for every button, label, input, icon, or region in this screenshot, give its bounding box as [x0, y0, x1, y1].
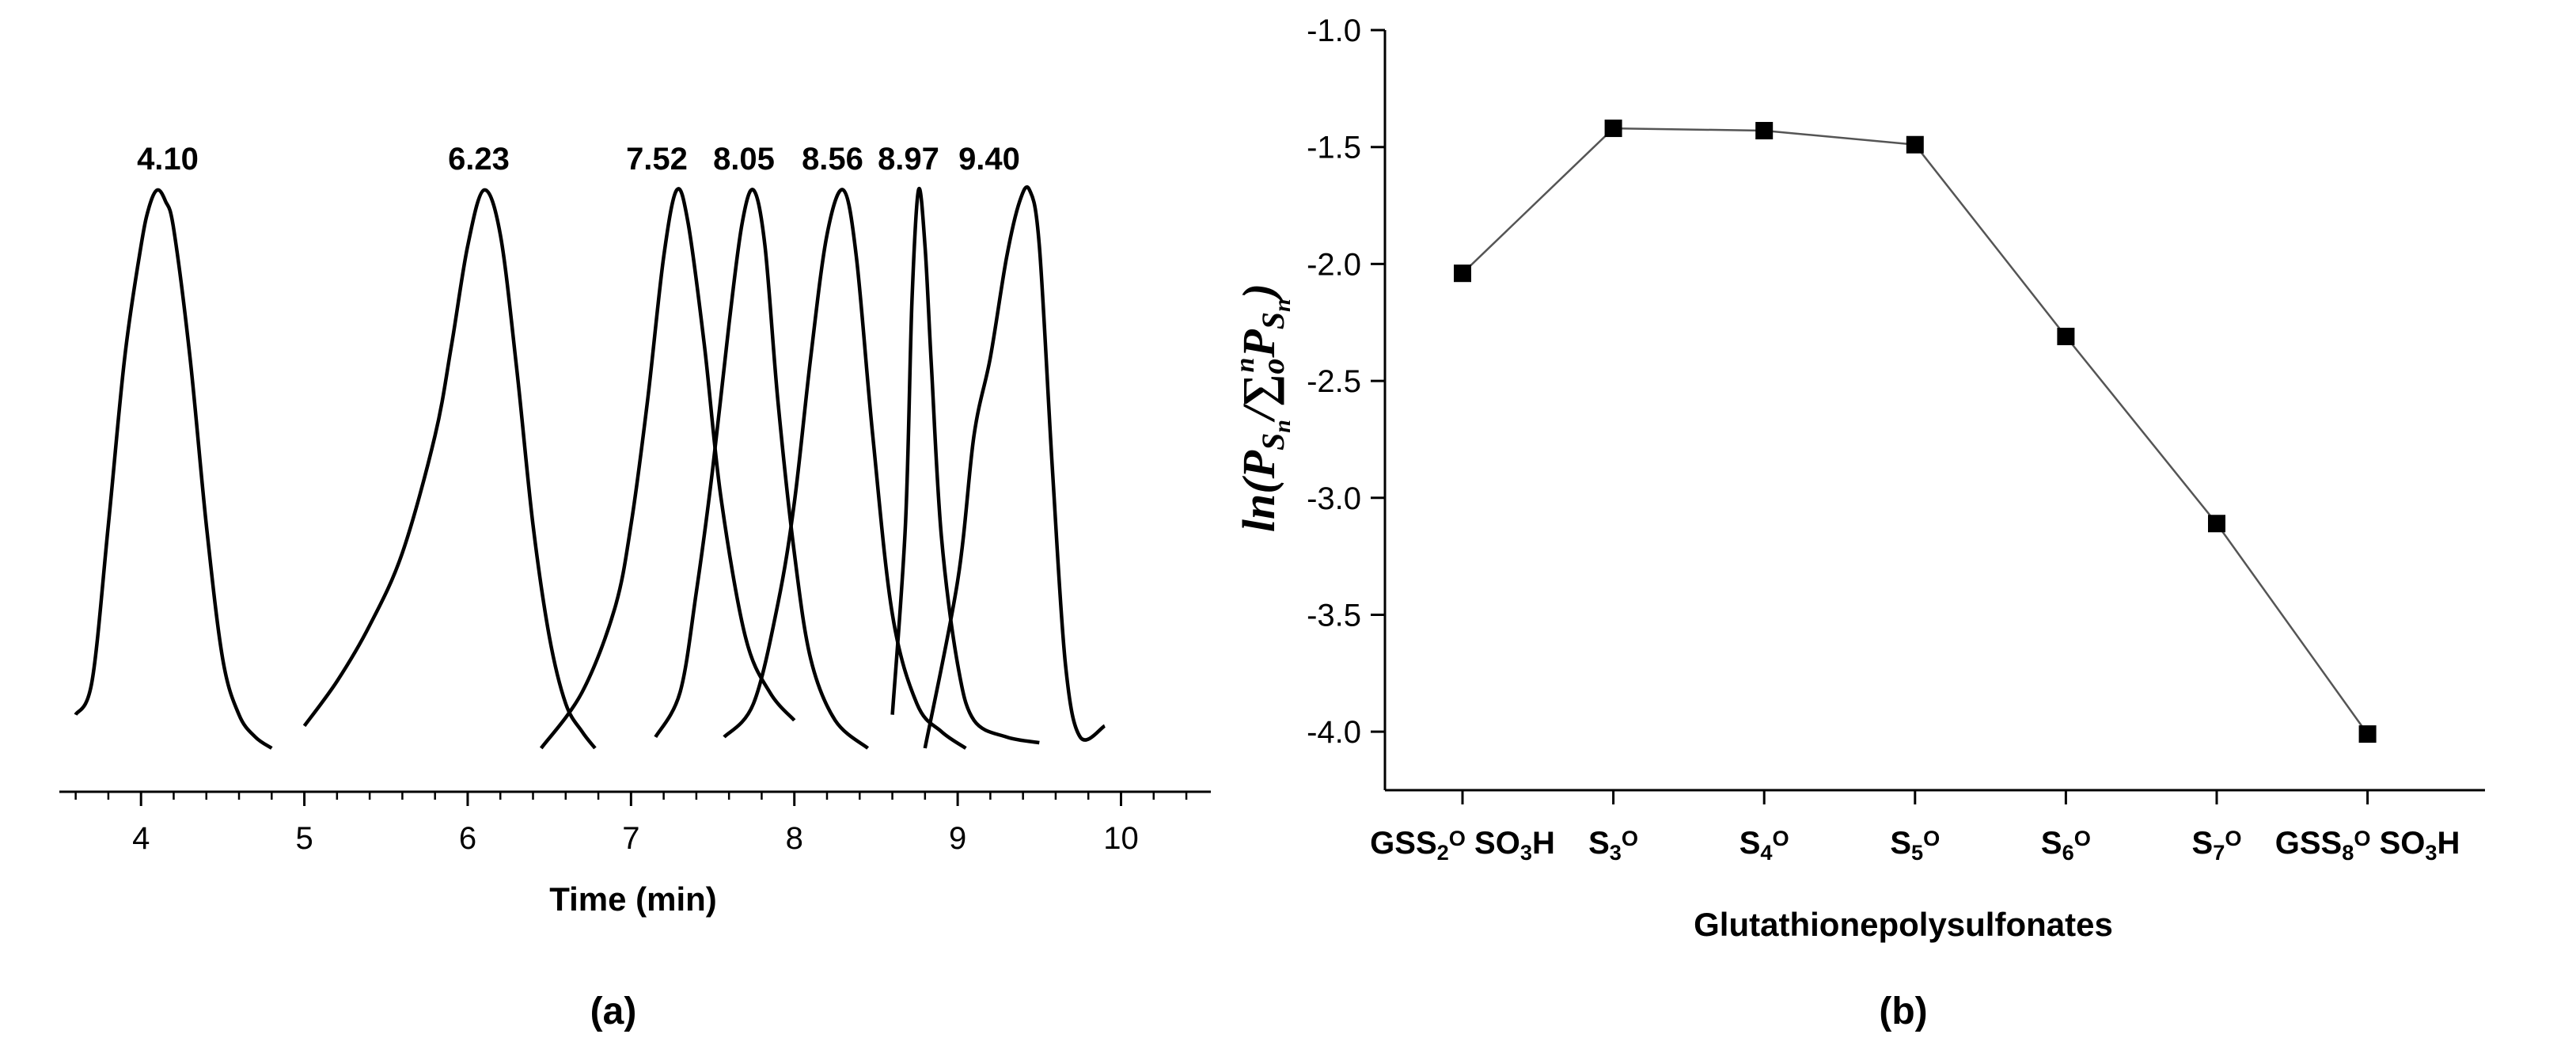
- data-point: [2057, 327, 2075, 345]
- y-tick-label: -4.0: [1307, 715, 1361, 750]
- peak-label: 4.10: [137, 142, 199, 177]
- x-category-label: S4O: [1739, 826, 1789, 865]
- peak-label: 6.23: [448, 142, 510, 177]
- peak-label: 8.05: [713, 142, 775, 177]
- chromatogram-peak-1: [74, 188, 273, 750]
- peak-label: 9.40: [958, 142, 1020, 177]
- x-axis-title: Time (min): [549, 880, 717, 918]
- x-category-label: GSS8O SO3H: [2275, 826, 2460, 865]
- data-point: [1604, 120, 1622, 138]
- x-category-label: S7O: [2192, 826, 2242, 865]
- y-tick-label: -2.0: [1307, 247, 1361, 282]
- x-tick-label: 4: [132, 821, 150, 856]
- x-category-label: GSS2O SO3H: [1370, 826, 1555, 865]
- chromatogram-peak-7: [923, 185, 1106, 749]
- x-tick-label: 9: [949, 821, 966, 856]
- chart-panel-b: -1.0 -1.5 -2.0 -2.5 -3.0 -3.5 -4.0 GSS2O SO3H S3…: [1231, 13, 2485, 1032]
- chromatogram-peak-6: [890, 186, 1040, 745]
- peak-label: 8.56: [802, 142, 863, 177]
- x-axis-title: Glutathionepolysulfonates: [1694, 906, 2113, 943]
- y-tick-label: -1.5: [1307, 131, 1361, 165]
- x-tick-label: 5: [295, 821, 313, 856]
- y-tick-label: -3.5: [1307, 598, 1361, 633]
- x-category-label: S5O: [1890, 826, 1940, 865]
- data-point: [2358, 725, 2377, 743]
- x-category-label: S3O: [1588, 826, 1638, 865]
- peak-label: 7.52: [626, 142, 688, 177]
- y-tick-label: -1.0: [1307, 13, 1361, 48]
- y-tick-label: -2.5: [1307, 364, 1361, 399]
- data-point: [2208, 515, 2225, 533]
- x-tick-label: 8: [786, 821, 803, 856]
- chromatogram-peak-2: [302, 188, 597, 750]
- chromatogram-peak-5: [723, 188, 967, 750]
- peak-label: 8.97: [878, 142, 939, 177]
- x-tick-label: 6: [459, 821, 476, 856]
- chromatogram-peak-4: [654, 188, 870, 750]
- x-tick-label: 7: [622, 821, 639, 856]
- x-category-label: S6O: [2041, 826, 2091, 865]
- chart-panel-a: 4 5 6 7 8 9 10 Time (min) 4.10 6.23 7.52 8.05 8.56 8.…: [59, 142, 1211, 1032]
- y-axis-title: ln(PSn/∑onPSn): [1231, 283, 1296, 532]
- y-tick-label: -3.0: [1307, 481, 1361, 516]
- data-point: [1454, 264, 1471, 283]
- data-point: [1755, 122, 1774, 140]
- data-point: [1906, 135, 1924, 154]
- x-tick-label: 10: [1103, 821, 1139, 856]
- chromatogram-peak-3: [539, 187, 796, 750]
- panel-label-a: (a): [590, 990, 637, 1032]
- series-line: [1462, 127, 2369, 735]
- panel-label-b: (b): [1879, 990, 1927, 1032]
